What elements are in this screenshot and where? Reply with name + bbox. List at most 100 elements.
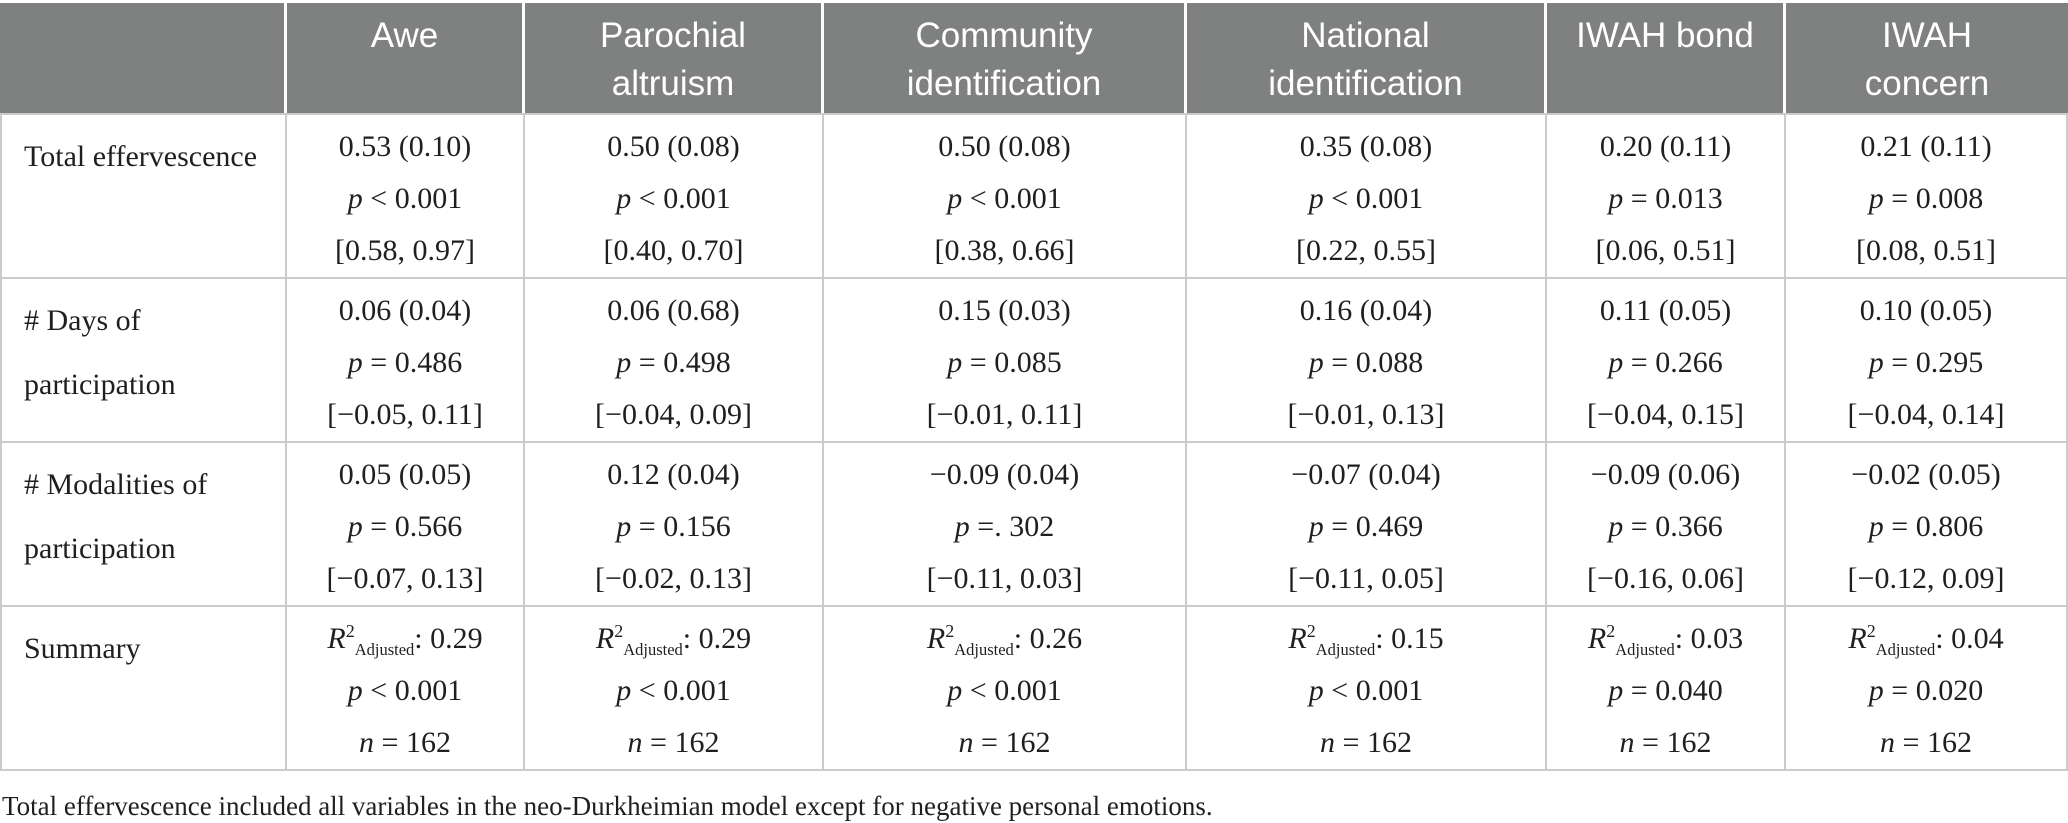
p-value-line: p = 0.008 xyxy=(1868,182,1984,215)
summary-cell: R2Adjusted: 0.15 p < 0.001 n = 162 xyxy=(1187,607,1547,771)
ci-line: [−0.04, 0.15] xyxy=(1587,398,1744,431)
row-label: Total effervescence xyxy=(0,113,287,279)
ci-line: [0.38, 0.66] xyxy=(934,234,1075,267)
ci-line: [0.06, 0.51] xyxy=(1595,234,1736,267)
stat-cell: 0.16 (0.04) p = 0.088 [−0.01, 0.13] xyxy=(1187,279,1547,443)
column-header-row-variable xyxy=(0,3,287,113)
ci-line: [−0.01, 0.11] xyxy=(926,398,1083,431)
stat-cell: 0.53 (0.10) p < 0.001 [0.58, 0.97] xyxy=(287,113,525,279)
ci-line: [0.08, 0.51] xyxy=(1856,234,1996,267)
stat-cell: 0.06 (0.68) p = 0.498 [−0.04, 0.09] xyxy=(525,279,824,443)
table-row-days-of-participation: # Days of participation 0.06 (0.04) p = 0.4… xyxy=(0,279,2068,443)
r2-adjusted-line: R2Adjusted: 0.29 xyxy=(327,621,483,659)
ci-line: [−0.11, 0.03] xyxy=(926,562,1083,595)
p-value-line: p < 0.001 xyxy=(616,182,731,215)
ci-line: [−0.04, 0.09] xyxy=(595,398,752,431)
summary-cell: R2Adjusted: 0.04 p = 0.020 n = 162 xyxy=(1786,607,2068,771)
ci-line: [0.22, 0.55] xyxy=(1296,234,1436,267)
estimate-line: 0.05 (0.05) xyxy=(338,458,472,491)
p-value-line: p < 0.001 xyxy=(1308,674,1424,707)
p-value-line: p = 0.469 xyxy=(1308,510,1424,543)
p-value-line: p =. 302 xyxy=(954,510,1055,543)
p-value-line: p = 0.156 xyxy=(616,510,731,543)
stat-cell: −0.02 (0.05) p = 0.806 [−0.12, 0.09] xyxy=(1786,443,2068,607)
estimate-line: 0.10 (0.05) xyxy=(1859,294,1993,327)
p-value-line: p = 0.085 xyxy=(947,346,1062,379)
table-row-total-effervescence: Total effervescence 0.53 (0.10) p < 0.001 [… xyxy=(0,113,2068,279)
ci-line: [−0.07, 0.13] xyxy=(326,562,484,595)
r2-adjusted-line: R2Adjusted: 0.26 xyxy=(926,621,1083,659)
estimate-line: −0.09 (0.04) xyxy=(929,458,1080,491)
stat-cell: 0.11 (0.05) p = 0.266 [−0.04, 0.15] xyxy=(1547,279,1786,443)
table-body: Total effervescence 0.53 (0.10) p < 0.001 [… xyxy=(0,113,2068,771)
summary-cell: R2Adjusted: 0.29 p < 0.001 n = 162 xyxy=(287,607,525,771)
ci-line: [−0.02, 0.13] xyxy=(595,562,752,595)
p-value-line: p = 0.806 xyxy=(1868,510,1984,543)
table-row-summary: Summary R2Adjusted: 0.29 p < 0.001 n = 162 R… xyxy=(0,607,2068,771)
p-value-line: p = 0.266 xyxy=(1608,346,1723,379)
p-value-line: p = 0.020 xyxy=(1868,674,1984,707)
regression-results-table: Awe Parochial altruism Community identificat… xyxy=(0,3,2068,771)
p-value-line: p < 0.001 xyxy=(347,182,463,215)
n-line: n = 162 xyxy=(1619,726,1712,759)
estimate-line: 0.06 (0.04) xyxy=(338,294,472,327)
estimate-line: 0.20 (0.11) xyxy=(1599,130,1732,163)
ci-line: [−0.01, 0.13] xyxy=(1287,398,1445,431)
n-line: n = 162 xyxy=(1320,726,1412,759)
ci-line: [−0.12, 0.09] xyxy=(1847,562,2005,595)
row-label: # Modalities of participation xyxy=(0,443,287,607)
p-value-line: p = 0.295 xyxy=(1868,346,1984,379)
column-header-iwah-concern: IWAH concern xyxy=(1786,3,2068,113)
estimate-line: 0.15 (0.03) xyxy=(938,294,1071,327)
ci-line: [−0.11, 0.05] xyxy=(1288,562,1444,595)
ci-line: [−0.16, 0.06] xyxy=(1587,562,1744,595)
stat-cell: 0.20 (0.11) p = 0.013 [0.06, 0.51] xyxy=(1547,113,1786,279)
p-value-line: p = 0.040 xyxy=(1608,674,1723,707)
p-value-line: p < 0.001 xyxy=(347,674,463,707)
table-row-modalities-of-participation: # Modalities of participation 0.05 (0.05) p… xyxy=(0,443,2068,607)
column-header-community-identification: Community identification xyxy=(824,3,1187,113)
estimate-line: −0.07 (0.04) xyxy=(1291,458,1441,491)
r2-adjusted-line: R2Adjusted: 0.03 xyxy=(1587,621,1744,659)
regression-table-container: Awe Parochial altruism Community identificat… xyxy=(0,3,2068,771)
ci-line: [−0.04, 0.14] xyxy=(1847,398,2005,431)
column-header-awe: Awe xyxy=(287,3,525,113)
n-line: n = 162 xyxy=(627,726,720,759)
stat-cell: 0.21 (0.11) p = 0.008 [0.08, 0.51] xyxy=(1786,113,2068,279)
column-header-iwah-bond: IWAH bond xyxy=(1547,3,1786,113)
p-value-line: p < 0.001 xyxy=(616,674,731,707)
column-header-national-identification: National identification xyxy=(1187,3,1547,113)
stat-cell: 0.12 (0.04) p = 0.156 [−0.02, 0.13] xyxy=(525,443,824,607)
estimate-line: 0.35 (0.08) xyxy=(1299,130,1433,163)
n-line: n = 162 xyxy=(958,726,1051,759)
ci-line: [0.40, 0.70] xyxy=(603,234,744,267)
stat-cell: 0.35 (0.08) p < 0.001 [0.22, 0.55] xyxy=(1187,113,1547,279)
estimate-line: 0.21 (0.11) xyxy=(1860,130,1992,163)
p-value-line: p = 0.486 xyxy=(347,346,463,379)
p-value-line: p < 0.001 xyxy=(947,182,1062,215)
stat-cell: 0.06 (0.04) p = 0.486 [−0.05, 0.11] xyxy=(287,279,525,443)
p-value-line: p = 0.013 xyxy=(1608,182,1723,215)
r2-adjusted-line: R2Adjusted: 0.04 xyxy=(1848,621,2004,659)
estimate-line: 0.11 (0.05) xyxy=(1599,294,1732,327)
row-label: Summary xyxy=(0,607,287,771)
stat-cell: 0.05 (0.05) p = 0.566 [−0.07, 0.13] xyxy=(287,443,525,607)
stat-cell: 0.50 (0.08) p < 0.001 [0.40, 0.70] xyxy=(525,113,824,279)
n-line: n = 162 xyxy=(359,726,451,759)
row-label: # Days of participation xyxy=(0,279,287,443)
n-line: n = 162 xyxy=(1880,726,1972,759)
summary-cell: R2Adjusted: 0.26 p < 0.001 n = 162 xyxy=(824,607,1187,771)
stat-cell: 0.50 (0.08) p < 0.001 [0.38, 0.66] xyxy=(824,113,1187,279)
estimate-line: 0.06 (0.68) xyxy=(607,294,740,327)
r2-adjusted-line: R2Adjusted: 0.29 xyxy=(595,621,752,659)
stat-cell: −0.09 (0.04) p =. 302 [−0.11, 0.03] xyxy=(824,443,1187,607)
p-value-line: p < 0.001 xyxy=(1308,182,1424,215)
summary-cell: R2Adjusted: 0.29 p < 0.001 n = 162 xyxy=(525,607,824,771)
p-value-line: p = 0.566 xyxy=(347,510,463,543)
table-footnote: Total effervescence included all variabl… xyxy=(2,791,1213,821)
stat-cell: 0.15 (0.03) p = 0.085 [−0.01, 0.11] xyxy=(824,279,1187,443)
stat-cell: −0.09 (0.06) p = 0.366 [−0.16, 0.06] xyxy=(1547,443,1786,607)
estimate-line: −0.02 (0.05) xyxy=(1851,458,2001,491)
column-header-parochial-altruism: Parochial altruism xyxy=(525,3,824,113)
estimate-line: 0.50 (0.08) xyxy=(607,130,740,163)
